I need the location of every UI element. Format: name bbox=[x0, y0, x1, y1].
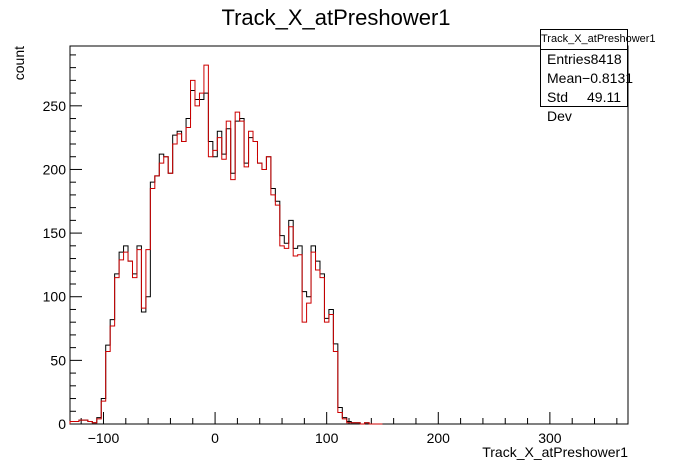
series-layer bbox=[69, 64, 383, 425]
stats-entries-label: Entries bbox=[547, 51, 591, 67]
y-axis: 0 50 100 150 200 250 bbox=[43, 54, 82, 432]
stats-mean-label: Mean bbox=[547, 70, 583, 86]
histogram-series-1 bbox=[69, 64, 383, 425]
x-tick-label: 300 bbox=[538, 430, 562, 446]
chart-title: Track_X_atPreshower1 bbox=[221, 5, 450, 30]
x-tick-label: −100 bbox=[88, 430, 120, 446]
stats-row-mean: Mean −0.8131 bbox=[541, 69, 633, 88]
stats-box: Track_X_atPreshower1 Entries 8418 Mean −… bbox=[540, 29, 656, 124]
stats-stddev-label: Std Dev bbox=[547, 89, 572, 124]
stats-entries-value: 8418 bbox=[590, 51, 622, 67]
stats-stddev-value: 49.11 bbox=[587, 89, 621, 105]
x-tick-label: 200 bbox=[427, 430, 451, 446]
stats-row-entries: Entries 8418 bbox=[541, 50, 627, 69]
x-tick-label: 100 bbox=[315, 430, 339, 446]
stats-mean-value: −0.8131 bbox=[582, 70, 634, 86]
y-tick-label: 150 bbox=[43, 225, 67, 241]
y-tick-label: 250 bbox=[43, 98, 67, 114]
y-tick-label: 0 bbox=[58, 416, 66, 432]
y-tick-label: 200 bbox=[43, 161, 67, 177]
x-axis-label: Track_X_atPreshower1 bbox=[482, 444, 628, 460]
y-tick-label: 100 bbox=[43, 289, 67, 305]
x-axis: −100 0 100 200 300 bbox=[80, 412, 618, 446]
stats-row-stddev: Std Dev 49.11 bbox=[541, 88, 627, 124]
y-tick-label: 50 bbox=[50, 352, 66, 368]
x-tick-label: 0 bbox=[211, 430, 219, 446]
stats-title: Track_X_atPreshower1 bbox=[541, 30, 656, 50]
y-axis-label: count bbox=[11, 46, 27, 80]
